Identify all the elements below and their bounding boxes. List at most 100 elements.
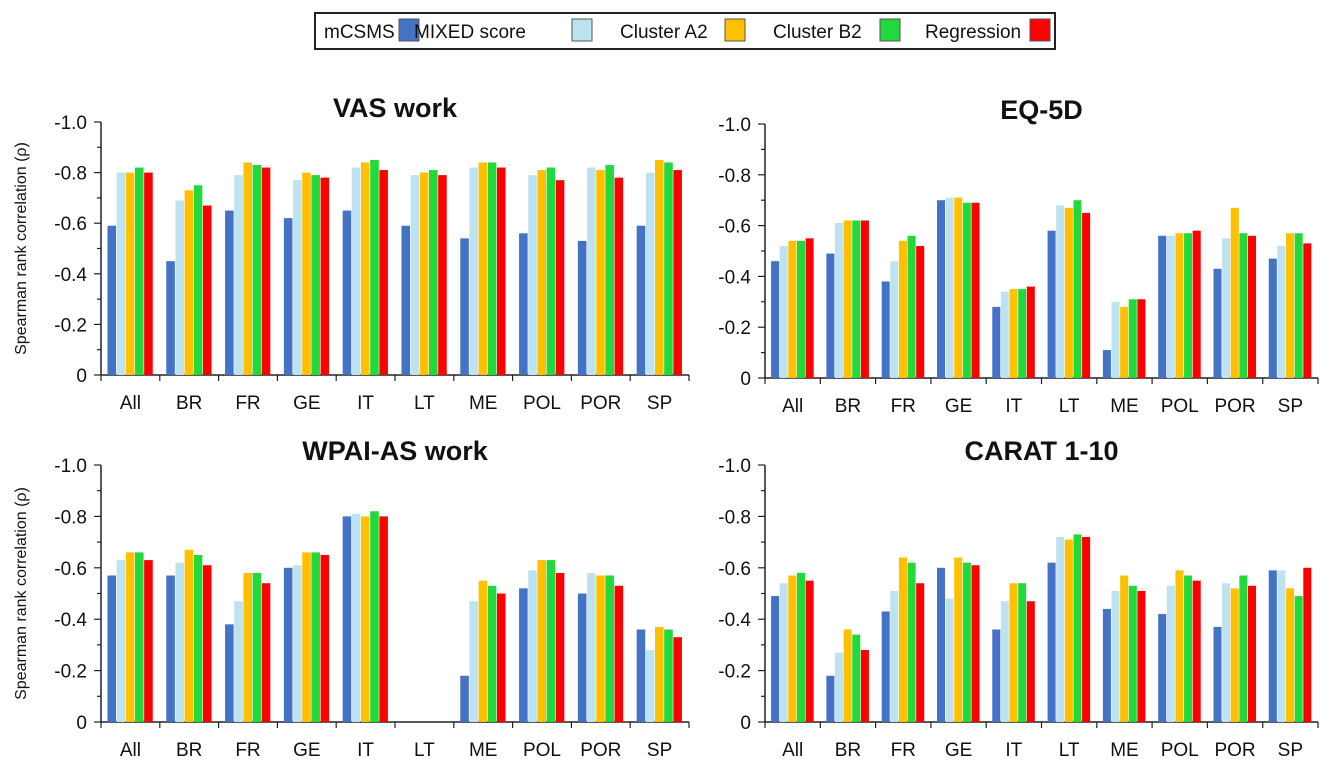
bar [1018, 289, 1027, 378]
x-tick-label: FR [235, 393, 260, 414]
bar [311, 552, 320, 722]
legend-label: Cluster B2 [773, 22, 862, 43]
bar [805, 238, 814, 378]
bar [936, 200, 946, 378]
bar [293, 180, 302, 375]
bar [992, 306, 1001, 378]
bar [487, 162, 497, 375]
bar [971, 202, 980, 378]
y-axis-title: Spearman rank correlation (ρ) [13, 487, 30, 700]
bar [1166, 235, 1175, 378]
bar [596, 170, 605, 375]
bar [636, 629, 646, 722]
x-tick-label: POL [1161, 396, 1199, 417]
bar [460, 675, 469, 722]
bar [469, 601, 479, 722]
bar [1158, 614, 1167, 722]
x-tick-label: LT [1059, 740, 1080, 761]
x-tick-label: FR [891, 396, 916, 417]
y-tick-label: -0.8 [54, 507, 87, 528]
x-tick-label: IT [1005, 396, 1022, 417]
bar [401, 225, 411, 375]
y-tick-label: -0.8 [718, 507, 751, 528]
bar [428, 170, 438, 375]
bar [605, 165, 614, 375]
bar [954, 557, 963, 722]
x-tick-label: POR [1214, 396, 1255, 417]
bar [225, 624, 234, 722]
x-tick-label: BR [176, 740, 202, 761]
bar [890, 261, 899, 378]
bar [614, 585, 624, 722]
bar [898, 557, 907, 722]
y-tick-label: -0.4 [54, 610, 87, 631]
bar [916, 245, 925, 378]
bar [184, 190, 194, 375]
bar [528, 570, 537, 722]
bar [596, 575, 605, 722]
bar [302, 552, 311, 722]
bar [1120, 575, 1129, 722]
y-tick-label: -1.0 [54, 113, 87, 134]
x-tick-label: ME [1110, 396, 1139, 417]
bar [1056, 205, 1065, 378]
legend-label: MIXED score [414, 22, 526, 43]
bar [1230, 207, 1239, 378]
bar [1102, 608, 1111, 722]
bar [1026, 601, 1035, 722]
bar [664, 162, 673, 375]
bar [202, 205, 212, 375]
bar [655, 159, 664, 375]
bar [1056, 536, 1065, 722]
bar [1047, 230, 1056, 378]
legend: mCSMS MIXED score Cluster A2 Cluster B2 Regr… [324, 18, 1051, 43]
bar [166, 261, 175, 375]
bar [881, 281, 890, 378]
bar [1064, 539, 1073, 722]
x-tick-label: SP [1278, 740, 1303, 761]
y-tick-label: -0.6 [718, 559, 751, 580]
y-tick-label: -0.8 [54, 164, 87, 185]
bar [805, 580, 814, 722]
bar [1137, 590, 1146, 722]
bar [283, 218, 293, 375]
x-tick-label: ME [469, 740, 498, 761]
bar [673, 637, 682, 722]
x-tick-label: GE [293, 740, 320, 761]
bar [890, 590, 899, 722]
bar [916, 583, 925, 722]
bar [1303, 567, 1312, 722]
x-tick-label: All [782, 740, 803, 761]
bar [1128, 585, 1137, 722]
bar [555, 180, 565, 375]
bar [1213, 626, 1222, 722]
bar [954, 197, 963, 378]
bar [826, 253, 835, 378]
bar [1239, 233, 1248, 378]
bar [1064, 207, 1073, 378]
bar [478, 580, 488, 722]
bar [945, 598, 954, 722]
bar [320, 177, 330, 375]
bar [835, 223, 844, 378]
bar [496, 593, 506, 722]
y-tick-label: 0 [76, 713, 87, 734]
bar [826, 675, 835, 722]
bar [311, 175, 320, 375]
bar [1137, 299, 1146, 378]
bar [971, 565, 980, 722]
bar [225, 210, 234, 375]
bar [419, 172, 429, 375]
bar [107, 575, 117, 722]
chart-carat-1-10: CARAT 1-10 -1.0 -0.8 -0.6 -0.4 -0.2 0 All BR FR GE… [718, 436, 1319, 761]
y-tick-label: -0.2 [54, 315, 87, 336]
legend-swatch [571, 18, 593, 42]
bar [636, 225, 646, 375]
bar [587, 572, 596, 722]
legend-swatch [879, 18, 901, 42]
bar [134, 552, 144, 722]
bar [1175, 570, 1184, 722]
bar [1120, 306, 1129, 378]
bar [664, 629, 673, 722]
bar [1213, 268, 1222, 378]
